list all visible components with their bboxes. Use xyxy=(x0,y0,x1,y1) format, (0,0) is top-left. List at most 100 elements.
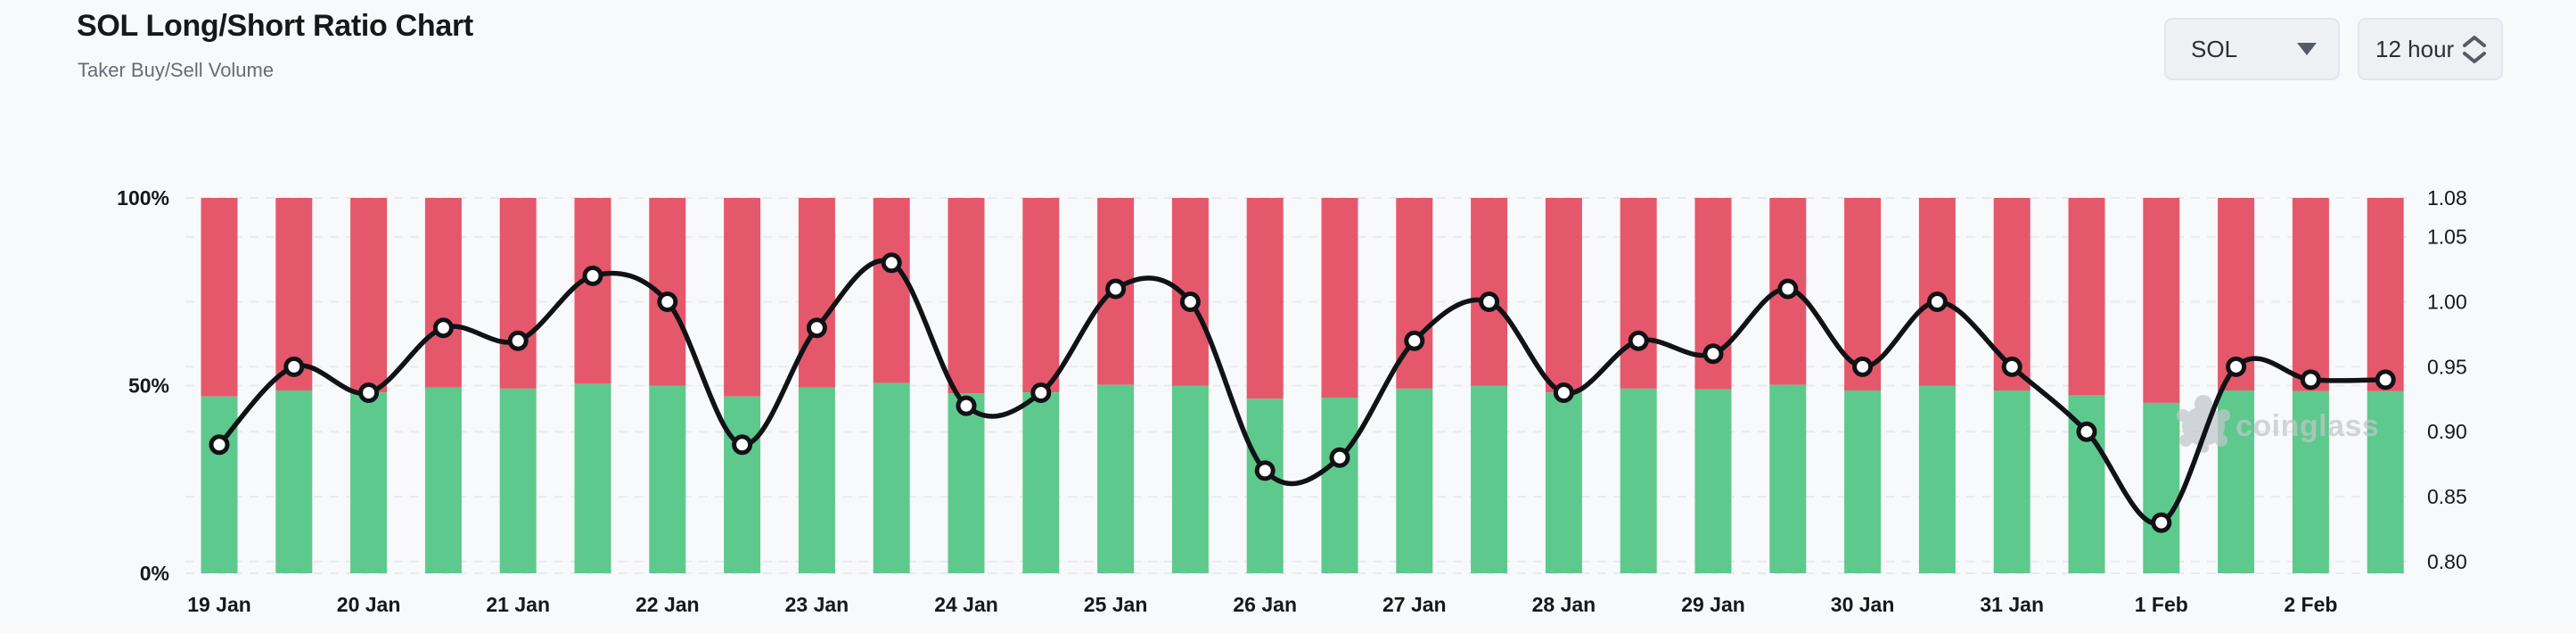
ratio-marker[interactable] xyxy=(1030,382,1052,403)
bar-short-segment[interactable] xyxy=(424,198,462,388)
ratio-marker[interactable] xyxy=(2375,369,2396,390)
bar-short-segment[interactable] xyxy=(948,198,985,394)
symbol-select-value: SOL xyxy=(2191,35,2238,62)
interval-select[interactable]: 12 hour xyxy=(2358,18,2503,80)
bar-short-segment[interactable] xyxy=(873,198,910,383)
ratio-line xyxy=(217,258,2388,527)
x-axis-date-label: 22 Jan xyxy=(636,593,700,616)
ratio-marker[interactable] xyxy=(1553,382,1574,403)
bar-long-segment[interactable] xyxy=(1321,398,1358,573)
coinglass-logo-icon xyxy=(2177,395,2230,453)
ratio-marker[interactable] xyxy=(283,356,305,377)
ratio-marker[interactable] xyxy=(1702,343,1724,365)
bar-long-segment[interactable] xyxy=(2367,390,2404,573)
bar-short-segment[interactable] xyxy=(2292,198,2329,391)
ratio-marker[interactable] xyxy=(881,252,902,274)
right-axis-tick-label: 0.85 xyxy=(2427,485,2467,508)
ratio-marker[interactable] xyxy=(1179,292,1201,312)
bar-short-segment[interactable] xyxy=(798,198,835,388)
x-axis-date-label: 26 Jan xyxy=(1233,593,1297,616)
ratio-marker[interactable] xyxy=(432,317,454,339)
bar-long-segment[interactable] xyxy=(1396,388,1433,573)
bar-long-segment[interactable] xyxy=(201,396,238,573)
ratio-marker[interactable] xyxy=(1105,278,1127,300)
bar-long-segment[interactable] xyxy=(1918,385,1956,574)
ratio-marker[interactable] xyxy=(806,317,827,339)
bar-long-segment[interactable] xyxy=(499,388,537,573)
ratio-marker[interactable] xyxy=(1777,278,1799,300)
bar-short-segment[interactable] xyxy=(2068,198,2105,396)
x-axis-date-label: 25 Jan xyxy=(1084,593,1148,616)
caret-down-icon xyxy=(2297,43,2317,55)
x-axis-date-label: 20 Jan xyxy=(337,593,401,616)
x-axis-date-label: 2 Feb xyxy=(2284,593,2337,616)
ratio-marker[interactable] xyxy=(358,382,380,403)
ratio-marker[interactable] xyxy=(956,395,977,416)
bar-long-segment[interactable] xyxy=(1171,385,1209,574)
bar-long-segment[interactable] xyxy=(1471,385,1508,574)
ratio-marker[interactable] xyxy=(2151,512,2172,533)
bar-long-segment[interactable] xyxy=(1993,390,2030,573)
bar-short-segment[interactable] xyxy=(1620,198,1657,389)
left-axis-tick-label: 50% xyxy=(128,374,169,398)
bar-long-segment[interactable] xyxy=(2143,402,2180,573)
bar-long-segment[interactable] xyxy=(798,387,835,573)
bar-short-segment[interactable] xyxy=(2367,198,2404,391)
bar-short-segment[interactable] xyxy=(350,198,388,393)
bar-short-segment[interactable] xyxy=(1022,198,1060,393)
x-axis-date-label: 29 Jan xyxy=(1681,593,1745,616)
bar-long-segment[interactable] xyxy=(649,385,686,574)
bar-long-segment[interactable] xyxy=(1022,392,1060,573)
bar-long-segment[interactable] xyxy=(350,392,388,573)
bar-long-segment[interactable] xyxy=(574,383,611,573)
bar-long-segment[interactable] xyxy=(275,390,313,573)
bars-layer xyxy=(201,198,2404,573)
ratio-marker[interactable] xyxy=(2300,369,2321,390)
bar-long-segment[interactable] xyxy=(724,396,761,573)
symbol-select[interactable]: SOL xyxy=(2164,18,2340,80)
ratio-marker[interactable] xyxy=(2226,356,2247,377)
ratio-marker[interactable] xyxy=(1926,292,1948,312)
ratio-marker[interactable] xyxy=(657,292,678,312)
ratio-marker[interactable] xyxy=(732,434,753,456)
bar-short-segment[interactable] xyxy=(499,198,537,389)
x-axis-date-label: 30 Jan xyxy=(1831,593,1895,616)
ratio-marker[interactable] xyxy=(1404,330,1425,351)
bar-short-segment[interactable] xyxy=(724,198,761,397)
ratio-marker[interactable] xyxy=(2001,356,2022,377)
ratio-marker[interactable] xyxy=(1254,460,1276,481)
bar-short-segment[interactable] xyxy=(1246,198,1284,399)
bar-long-segment[interactable] xyxy=(1769,384,1807,573)
bar-short-segment[interactable] xyxy=(201,198,238,397)
ratio-marker[interactable] xyxy=(582,265,603,286)
bar-short-segment[interactable] xyxy=(1545,198,1582,393)
right-axis-tick-label: 1.00 xyxy=(2427,291,2467,314)
x-axis-labels: 19 Jan 20 Jan 21 Jan 22 Jan 23 Jan 24 Jan 25 J… xyxy=(187,593,2337,616)
bar-long-segment[interactable] xyxy=(1545,392,1582,573)
ratio-marker[interactable] xyxy=(2076,421,2097,442)
bar-long-segment[interactable] xyxy=(2292,390,2329,573)
bar-long-segment[interactable] xyxy=(1246,399,1284,573)
ratio-marker[interactable] xyxy=(1852,356,1874,377)
ratio-marker[interactable] xyxy=(1628,330,1649,351)
x-axis-date-label: 28 Jan xyxy=(1532,593,1596,616)
bar-long-segment[interactable] xyxy=(1620,388,1657,573)
bar-short-segment[interactable] xyxy=(1321,198,1358,398)
ratio-marker[interactable] xyxy=(507,330,529,351)
bar-short-segment[interactable] xyxy=(2143,198,2180,403)
bar-long-segment[interactable] xyxy=(1694,389,1732,573)
bar-long-segment[interactable] xyxy=(1844,390,1882,573)
bar-short-segment[interactable] xyxy=(574,198,611,384)
watermark-text: coinglass xyxy=(2236,409,2379,443)
bar-long-segment[interactable] xyxy=(1097,384,1135,573)
bar-long-segment[interactable] xyxy=(424,387,462,573)
ratio-marker[interactable] xyxy=(209,434,230,456)
page-title: SOL Long/Short Ratio Chart xyxy=(77,9,473,43)
bar-long-segment[interactable] xyxy=(948,393,985,573)
bar-long-segment[interactable] xyxy=(873,382,910,573)
left-axis-tick-label: 100% xyxy=(117,186,169,210)
ratio-marker[interactable] xyxy=(1479,292,1500,312)
ratio-marker[interactable] xyxy=(1329,447,1350,468)
